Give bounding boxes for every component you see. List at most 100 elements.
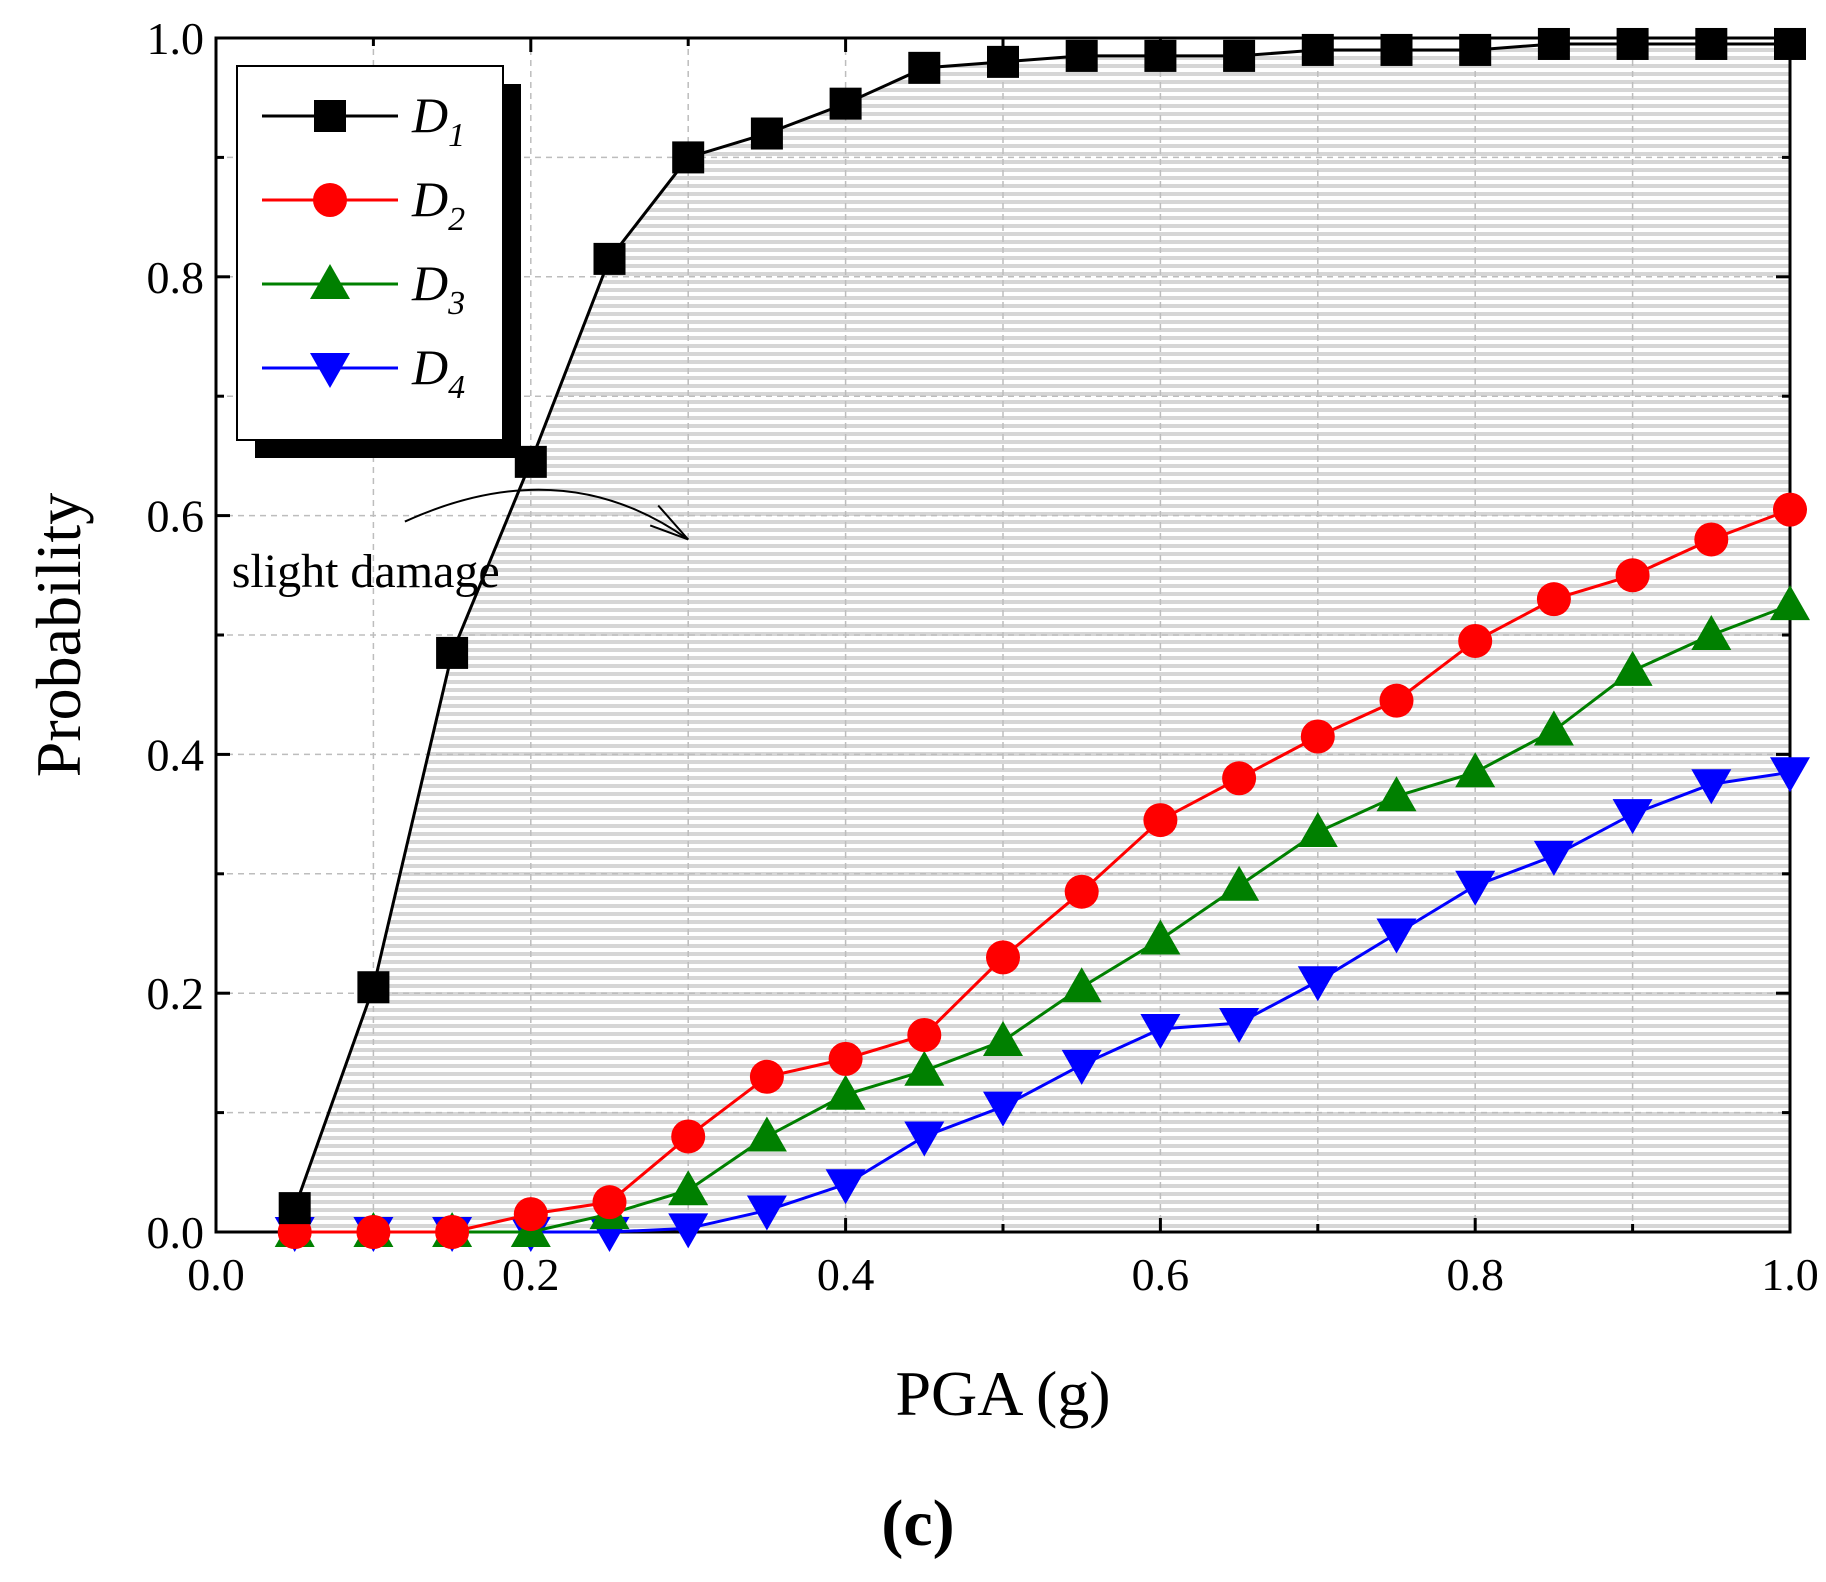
shaded-area xyxy=(294,43,1790,1232)
data-point-d2 xyxy=(1222,761,1257,796)
data-point-d3 xyxy=(1061,967,1102,1003)
legend-marker xyxy=(314,100,346,132)
data-point-d1 xyxy=(1774,27,1806,60)
legend-marker xyxy=(313,183,347,217)
data-point-d1 xyxy=(1144,39,1177,72)
x-tick-label: 0.2 xyxy=(502,1249,560,1300)
y-tick-label: 0.6 xyxy=(147,491,205,542)
legend-item-d4: D4 xyxy=(262,339,465,406)
series-line-d4 xyxy=(294,770,1791,1234)
data-point-d1 xyxy=(987,45,1019,78)
legend-label-sub: 1 xyxy=(448,117,465,154)
data-point-d2 xyxy=(1300,719,1335,754)
annotation-arrowhead xyxy=(649,504,689,541)
data-point-d2 xyxy=(1615,558,1650,593)
data-point-d4 xyxy=(1612,799,1653,835)
y-tick-label: 0.4 xyxy=(147,729,205,780)
data-point-d1 xyxy=(908,51,941,84)
data-point-d4 xyxy=(1219,1008,1260,1044)
legend-marker xyxy=(310,264,350,299)
legend-marker xyxy=(310,353,350,388)
x-tick-label: 0.8 xyxy=(1446,1249,1504,1300)
data-point-d3 xyxy=(1140,919,1181,955)
data-point-d3 xyxy=(1455,752,1496,788)
data-point-d4 xyxy=(1140,1014,1181,1050)
panel-label: (c) xyxy=(881,1487,954,1560)
grid xyxy=(216,38,1790,1232)
data-point-d4 xyxy=(1297,966,1338,1002)
annotation-slight-damage: slight damage xyxy=(232,545,500,598)
annotation-arrow xyxy=(404,488,689,541)
data-point-d1 xyxy=(1065,39,1098,72)
legend-box xyxy=(236,65,504,441)
data-point-d2 xyxy=(828,1041,863,1076)
data-point-d2 xyxy=(671,1119,706,1154)
y-tick-label: 0.0 xyxy=(147,1207,205,1258)
legend-label-main: D xyxy=(411,87,448,143)
y-axis-title: Probability xyxy=(23,493,94,777)
data-point-d3 xyxy=(1612,650,1653,686)
legend-label-main: D xyxy=(411,339,448,395)
series-group xyxy=(274,27,1810,1252)
data-point-d4 xyxy=(983,1091,1023,1127)
data-point-d1 xyxy=(1695,27,1728,60)
data-point-d3 xyxy=(904,1050,945,1086)
data-point-d3 xyxy=(825,1074,866,1110)
data-point-d4 xyxy=(1691,769,1732,805)
legend-label-d4: D4 xyxy=(411,339,465,406)
axis-ticks: 0.0 0.2 0.4 0.6 0.8 1.0 0.0 0.2 0.4 0.6 0.8 1.0 xyxy=(147,13,1819,1300)
series-d1 xyxy=(278,27,1806,1225)
data-point-d2 xyxy=(749,1059,784,1094)
data-point-d2 xyxy=(592,1185,627,1220)
data-point-d2 xyxy=(1064,874,1099,909)
data-point-d2 xyxy=(1694,522,1729,557)
data-point-d1 xyxy=(1301,33,1334,66)
data-point-d4 xyxy=(904,1121,945,1157)
legend-label-d2: D2 xyxy=(411,171,465,238)
data-point-d1 xyxy=(750,117,783,150)
legend-item-d3: D3 xyxy=(262,255,465,322)
data-point-d2 xyxy=(1379,683,1414,718)
legend-label-sub: 2 xyxy=(448,201,465,238)
data-point-d4 xyxy=(1061,1049,1102,1085)
data-point-d4 xyxy=(1455,870,1496,906)
data-point-d1 xyxy=(1380,33,1413,66)
data-point-d1 xyxy=(436,636,469,669)
data-point-d1 xyxy=(1459,33,1492,66)
data-point-d3 xyxy=(746,1116,787,1152)
x-tick-label: 0.4 xyxy=(817,1249,875,1300)
data-point-d3 xyxy=(983,1020,1023,1056)
data-point-d3 xyxy=(1691,615,1732,650)
data-point-d2 xyxy=(907,1017,942,1052)
x-axis-title: PGA (g) xyxy=(895,1358,1110,1429)
data-point-d2 xyxy=(1458,623,1493,658)
data-point-d2 xyxy=(1536,582,1571,617)
data-point-d4 xyxy=(1770,757,1810,793)
data-point-d3 xyxy=(1533,710,1574,746)
data-point-d1 xyxy=(278,1192,311,1225)
x-tick-label: 0.6 xyxy=(1132,1249,1190,1300)
data-point-d3 xyxy=(1770,585,1810,621)
data-point-d4 xyxy=(746,1195,787,1231)
data-point-d1 xyxy=(1537,27,1570,60)
data-point-d2 xyxy=(435,1215,470,1249)
data-point-d4 xyxy=(668,1213,709,1249)
legend-label-sub: 4 xyxy=(448,369,465,406)
data-point-d2 xyxy=(1773,492,1807,527)
data-point-d3 xyxy=(1219,865,1260,901)
data-point-d2 xyxy=(513,1197,548,1232)
data-point-d4 xyxy=(1533,840,1574,876)
legend-label-d3: D3 xyxy=(411,255,465,322)
y-tick-label: 0.2 xyxy=(147,968,205,1019)
data-point-d3 xyxy=(668,1170,709,1206)
legend-item-d1: D1 xyxy=(262,87,465,154)
data-point-d1 xyxy=(357,971,390,1004)
data-point-d2 xyxy=(986,940,1020,975)
y-tick-label: 1.0 xyxy=(147,13,205,64)
data-point-d1 xyxy=(1223,39,1256,72)
y-tick-label: 0.8 xyxy=(147,252,205,303)
data-point-d1 xyxy=(1616,27,1649,60)
data-point-d1 xyxy=(593,242,626,275)
data-point-d1 xyxy=(829,87,862,120)
